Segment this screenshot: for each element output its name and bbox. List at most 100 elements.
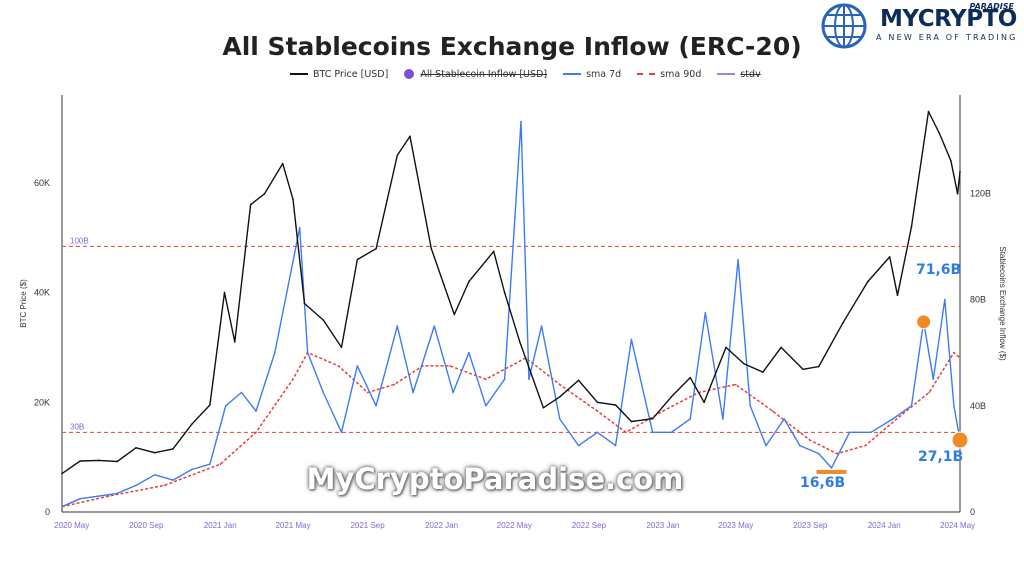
data-point [910,225,913,228]
data-point [703,401,705,404]
data-point [430,247,433,250]
legend-line-icon [717,73,736,75]
data-point [722,418,724,420]
data-point [596,431,599,434]
data-point [528,378,530,381]
legend-line-icon [290,73,308,75]
data-point [842,321,844,324]
data-point [191,423,193,426]
y-left-tick-label: 20K [34,397,50,407]
data-point [896,294,899,297]
data-point [503,378,506,381]
data-point [910,405,913,407]
legend-line-icon [563,73,582,75]
highlight-marker-latest [951,431,969,449]
brand-logo: PARADISE MYCRYPTO A NEW ERA OF TRADING [820,2,1020,50]
data-point [959,171,961,173]
watermark-text: MyCryptoParadise.com [306,462,684,496]
data-point [651,431,654,434]
data-point [809,439,811,442]
data-point [396,154,399,157]
legend-item[interactable]: sma 7d [563,69,621,80]
data-point [485,378,487,381]
data-point [928,391,930,394]
x-tick-label: 2021 Jan [204,521,237,530]
data-point [366,391,369,394]
legend-item[interactable]: BTC Price [USD] [290,69,388,80]
x-tick-label: 2022 Sep [572,521,607,530]
data-point [956,193,959,195]
data-point [449,365,451,367]
legend-label: All Stablecoin Inflow [USD] [420,68,548,80]
y-right-tick-label: 80B [970,295,986,305]
data-point [116,492,118,495]
data-point [219,463,222,466]
data-point [704,312,707,314]
data-point [409,135,411,137]
data-point [135,447,137,449]
data-point [303,302,306,305]
data-point [799,444,801,447]
data-point [172,448,174,450]
data-point [596,410,599,412]
data-point [953,405,955,407]
data-point [734,383,737,386]
y-left-tick-label: 0 [45,507,50,517]
data-point [614,444,617,447]
data-point [98,495,100,497]
data-point [172,479,174,481]
data-point [393,383,396,386]
data-point [737,258,739,261]
data-point [938,132,941,135]
reference-line-label: 100B [70,236,89,245]
legend-label: BTC Price [USD] [313,68,389,80]
data-point [870,431,872,434]
data-point [762,371,764,373]
y-left-tick-label: 40K [34,288,50,298]
x-tick-label: 2023 Jan [646,521,679,530]
data-point [223,291,226,294]
data-point [224,405,227,407]
brand-name: MYCRYPTO [880,6,1017,32]
data-point [765,444,767,447]
data-point [485,405,487,407]
globe-icon [821,3,867,49]
y-left-axis-label: BTC Price ($) [19,279,28,328]
data-point [817,365,820,368]
data-point [670,431,673,434]
data-point [689,376,691,379]
legend-item[interactable]: sma 90d [637,69,701,80]
data-point [540,325,543,327]
data-point [630,338,633,341]
data-point [662,410,664,412]
data-point [559,396,561,398]
legend-item[interactable]: stdv [717,68,761,80]
data-point [234,341,236,343]
data-point [337,365,340,367]
data-point [927,110,930,113]
data-point [625,431,627,434]
series-line-sma-90d [61,351,961,508]
x-tick-label: 2024 Jan [868,521,901,530]
data-point [116,460,118,463]
data-point [255,431,257,434]
data-point [263,193,266,195]
legend-item[interactable]: All Stablecoin Inflow [USD] [404,69,547,80]
data-point [468,351,470,354]
data-point [154,451,156,454]
legend-label: sma 7d [586,68,622,80]
data-point [670,396,673,398]
reference-line-label: 30B [70,422,84,431]
data-point [836,452,838,455]
x-tick-label: 2020 May [54,521,89,530]
data-point [274,351,276,354]
data-point [281,162,284,165]
data-point [468,280,470,283]
data-point [725,346,727,349]
chart-title: All Stablecoins Exchange Inflow (ERC-20) [222,32,802,61]
data-point [902,412,904,415]
legend-label: stdv [740,68,761,80]
data-point [452,391,454,394]
data-point [743,363,745,365]
data-point [79,497,81,500]
